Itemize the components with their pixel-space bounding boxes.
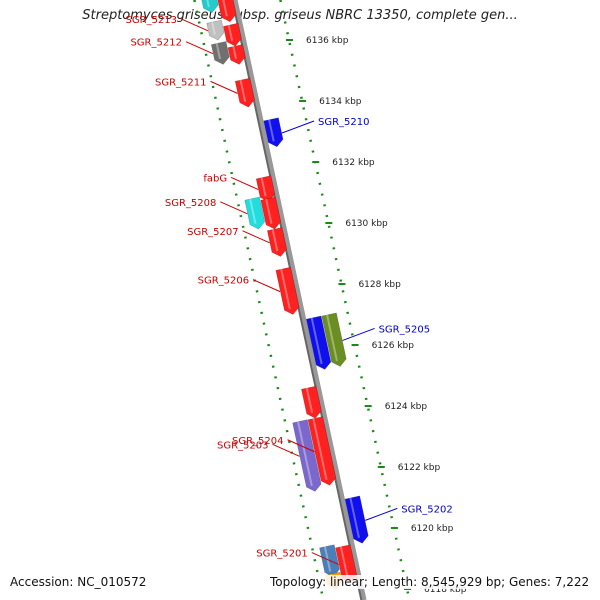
gene-highlight (268, 119, 275, 142)
gene-leader-line (230, 176, 259, 190)
tick-label: 6122 kbp (398, 463, 441, 473)
gene-highlight (239, 79, 247, 102)
gene-leader-line (287, 439, 315, 453)
tick-label: 6128 kbp (358, 280, 401, 290)
gene-leader-line (252, 279, 281, 293)
gene-arrow[interactable] (206, 19, 225, 41)
gene-arrow[interactable] (223, 22, 242, 47)
gene-highlight (297, 421, 313, 487)
gene-leader-line (311, 552, 339, 566)
gene-highlight (265, 198, 273, 224)
tick-layer: 6136 kbp 6134 kbp 6132 kbp 6130 kbp 6128 kbp… (193, 0, 467, 600)
topology-text: Topology: linear; Length: 8,545,929 bp; … (270, 575, 590, 589)
gene-label: SGR_5206 (198, 276, 250, 287)
tick-label: 6136 kbp (306, 36, 349, 46)
gene-label: SGR_5210 (318, 117, 370, 128)
tick-label: 6134 kbp (319, 97, 362, 107)
gene-arrow[interactable] (260, 196, 282, 230)
backbone-layer (231, 0, 367, 600)
gene-highlight (326, 314, 338, 362)
gene-highlight (211, 21, 216, 35)
gene-label: SGR_5202 (401, 504, 453, 515)
gene-label: SGR_5211 (155, 77, 207, 88)
gene-arrow[interactable] (301, 385, 322, 419)
gene-arrow[interactable] (344, 495, 369, 544)
gene-highlight (249, 198, 257, 224)
gene-highlight (222, 0, 228, 17)
gene-arrow[interactable] (200, 0, 219, 13)
gene-leader-line (242, 230, 270, 244)
gene-leader-line (180, 18, 209, 32)
gene-highlight (215, 43, 222, 60)
map-title: Streptomyces griseus subsp. griseus NBRC… (82, 8, 518, 23)
gene-highlight (271, 229, 279, 252)
gene-arrow[interactable] (275, 266, 300, 315)
gene-arrow[interactable] (216, 0, 237, 23)
gene-label: SGR_5212 (130, 38, 182, 49)
tick-label: 6130 kbp (345, 219, 388, 229)
gene-leader-line (342, 327, 375, 341)
tick-label: 6124 kbp (385, 402, 428, 412)
accession-text: Accession: NC_010572 (10, 575, 147, 589)
gene-layer (200, 0, 369, 590)
gene-highlight (232, 46, 238, 60)
gene-leader-line (272, 443, 300, 457)
gene-arrow[interactable] (292, 419, 322, 492)
gene-label: SGR_5213 (126, 15, 178, 26)
gene-arrow[interactable] (227, 44, 246, 65)
gene-arrow[interactable] (307, 416, 337, 486)
tick-label: 6132 kbp (332, 158, 375, 168)
gene-highlight (323, 546, 332, 572)
tick-label: 6120 kbp (411, 524, 454, 534)
gene-arrow[interactable] (234, 77, 255, 108)
tick-label: 6126 kbp (372, 341, 415, 351)
gene-arrow[interactable] (266, 227, 287, 257)
gene-label: SGR_5204 (232, 436, 284, 447)
gene-label: SGR_5203 (217, 440, 269, 451)
gene-arrow[interactable] (210, 41, 230, 65)
gene-leader-line (281, 120, 315, 134)
backbone (233, 0, 367, 600)
gene-leader-line (185, 41, 214, 55)
gene-highlight (305, 387, 314, 413)
gene-highlight (339, 546, 349, 578)
gene-leader-line (210, 80, 238, 94)
label-layer: SGR_5213 SGR_5212 SGR_5211 SGR_5210 fabG SGR_… (126, 15, 453, 566)
gene-highlight (227, 24, 234, 41)
gene-arrow[interactable] (321, 312, 347, 367)
gene-highlight (312, 418, 328, 481)
gene-label: SGR_5207 (187, 227, 239, 238)
gene-arrow[interactable] (263, 117, 284, 148)
gene-highlight (310, 317, 323, 365)
gene-leader-line (220, 201, 248, 215)
gene-arrow[interactable] (244, 196, 266, 230)
gene-label: SGR_5205 (379, 324, 431, 335)
gene-label: SGR_5208 (165, 198, 217, 209)
gene-highlight (280, 268, 291, 310)
gene-leader-line (365, 507, 398, 521)
gene-arrow[interactable] (305, 315, 332, 370)
gene-highlight (260, 177, 267, 197)
tick-label: 6118 kbp (424, 585, 467, 595)
gene-highlight (206, 0, 210, 8)
ruler-left (193, 0, 325, 600)
gene-highlight (349, 497, 360, 539)
gene-label: fabG (203, 173, 227, 184)
gene-label: SGR_5201 (256, 549, 308, 560)
